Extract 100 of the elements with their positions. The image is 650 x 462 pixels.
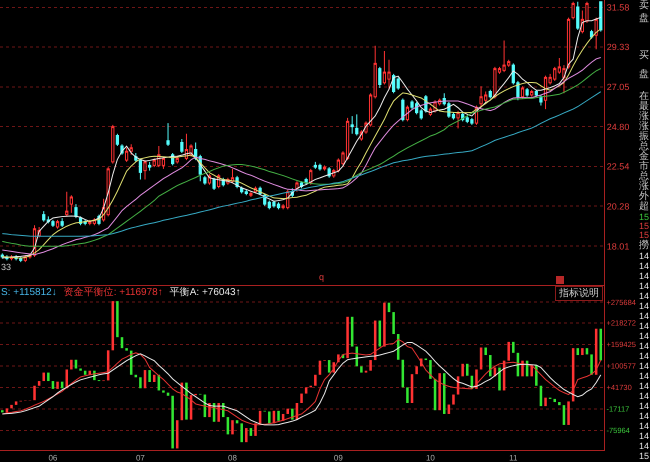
bar (158, 374, 160, 390)
y-tick-label: 20.28 (606, 201, 630, 212)
bar (530, 365, 533, 376)
bar (410, 374, 414, 403)
bar (152, 374, 156, 382)
bar (42, 372, 45, 382)
text: 超 (639, 201, 649, 212)
x-tick-label: 11 (509, 454, 518, 462)
candlestick (328, 166, 331, 178)
candlestick (166, 122, 170, 147)
text: 14 (639, 441, 650, 451)
bar (507, 342, 510, 361)
annotation: q (319, 272, 324, 283)
y-tick-label: 29.33 (606, 42, 630, 52)
bar (516, 352, 520, 376)
candlestick (180, 138, 184, 154)
text: 总 (639, 141, 649, 152)
y-tick-label: 24.80 (606, 122, 630, 132)
bar (586, 348, 588, 354)
bar (512, 342, 515, 353)
bar (383, 302, 386, 347)
text: 涨 (639, 181, 649, 192)
bar (84, 370, 86, 375)
candlestick (116, 133, 120, 147)
text: 14 (639, 311, 650, 321)
bar (52, 381, 54, 389)
candlestick (456, 110, 460, 129)
candlestick (525, 87, 529, 98)
x-tick-label: 07 (136, 454, 146, 462)
bar (144, 370, 146, 388)
bar (116, 301, 119, 338)
bar (346, 316, 349, 358)
bar (360, 366, 363, 373)
text: 14 (639, 331, 650, 341)
line-series (2, 91, 602, 237)
text: 15 (639, 212, 650, 222)
candlestick (355, 114, 358, 136)
bar (10, 404, 13, 408)
bar (429, 360, 432, 379)
bar (60, 382, 64, 388)
bar (406, 387, 409, 403)
bar (567, 401, 570, 425)
bar (369, 360, 372, 371)
x-tick-label: 06 (48, 454, 58, 462)
bar (502, 360, 506, 390)
bar (226, 417, 230, 434)
candlestick (70, 194, 73, 214)
bar (47, 372, 50, 382)
x-tick-label: 10 (426, 454, 436, 462)
bar (600, 328, 602, 360)
bar (576, 348, 580, 356)
text: 14 (639, 261, 650, 271)
text: 买 (639, 50, 649, 61)
bar (581, 348, 584, 356)
bar (134, 374, 138, 378)
bar (489, 355, 492, 376)
candlestick (176, 156, 179, 164)
text: 14 (639, 361, 650, 371)
bar (286, 408, 289, 414)
text: 14 (639, 421, 650, 431)
text: 总 (639, 171, 649, 182)
y-tick-label: 31.58 (606, 2, 630, 13)
bar (245, 428, 248, 442)
bar (120, 337, 124, 348)
x-tick-label: 09 (334, 454, 344, 462)
text: 14 (639, 381, 650, 391)
candlestick (594, 17, 598, 50)
bar (558, 402, 561, 406)
bar (402, 360, 404, 388)
bar (268, 411, 271, 424)
text: 14 (639, 431, 650, 441)
bar (148, 370, 151, 382)
bar (535, 365, 538, 386)
bar (56, 382, 59, 389)
bar (442, 373, 446, 414)
bar (106, 350, 110, 380)
annotation: S: +115812↓ (1, 287, 57, 298)
bar (590, 354, 593, 375)
y-tick-label: 18.01 (606, 241, 630, 252)
text: 14 (639, 401, 650, 411)
text: 盘 (639, 69, 649, 80)
bar (540, 386, 542, 406)
bar (396, 334, 400, 360)
text: 15 (639, 221, 650, 231)
text: 14 (639, 251, 650, 261)
bar (562, 405, 566, 425)
text: 涨 (639, 111, 649, 122)
candlestick (0, 252, 4, 260)
candlestick (148, 161, 152, 172)
candlestick (530, 89, 534, 98)
bar (231, 420, 234, 434)
bar (162, 390, 165, 393)
candlestick (111, 124, 114, 164)
bar (415, 366, 418, 374)
text: 市 (639, 161, 649, 172)
text: 振 (639, 131, 649, 142)
bar (250, 428, 252, 436)
bar (6, 408, 8, 412)
text: 14 (639, 411, 650, 421)
text: 金 (639, 151, 649, 162)
